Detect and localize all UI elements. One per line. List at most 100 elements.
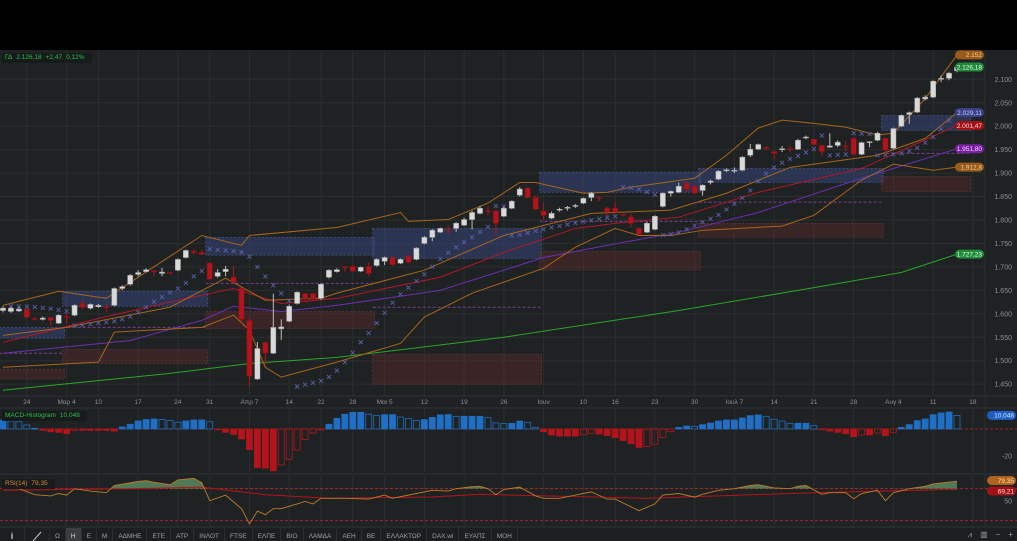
candle-body xyxy=(660,193,666,207)
symbol-button[interactable]: ΒΙΟ xyxy=(281,528,304,541)
zoom-in-icon[interactable]: + xyxy=(1008,530,1013,539)
candle-body xyxy=(731,170,738,172)
psar-point xyxy=(302,382,308,387)
psar-point xyxy=(24,304,30,309)
candle-body xyxy=(739,156,746,171)
macd-bar xyxy=(381,414,389,430)
macd-bar xyxy=(587,428,595,434)
period-button[interactable]: Μ xyxy=(97,528,114,541)
date-tick-label: Μαι 5 xyxy=(377,399,393,406)
candle-body xyxy=(795,140,801,150)
candle-body xyxy=(906,112,913,115)
macd-bar xyxy=(317,428,325,431)
psar-point xyxy=(628,185,634,191)
macd-bar xyxy=(301,428,309,441)
macd-bar xyxy=(723,419,730,430)
candle xyxy=(787,145,793,153)
psar-point xyxy=(787,156,793,162)
symbol-button[interactable]: ΜΟΗ xyxy=(492,528,518,541)
support-zone xyxy=(698,222,884,238)
price-badge-bg xyxy=(955,249,984,259)
psar-point xyxy=(596,216,602,222)
candle-body xyxy=(437,228,444,233)
symbol-button[interactable]: ΑΔΜΗΕ xyxy=(113,528,148,541)
symbol-button[interactable]: FTSE xyxy=(225,528,253,541)
macd-bar xyxy=(929,414,937,430)
psar-point xyxy=(604,215,610,220)
date-tick-label: 17 xyxy=(135,399,143,406)
macd-bar xyxy=(39,428,47,431)
psar-point xyxy=(509,233,515,238)
price-tick-label: 1.950 xyxy=(994,147,1012,154)
symbol-button[interactable]: ΙΝΛΟΤ xyxy=(194,528,226,541)
psar-point xyxy=(708,216,713,222)
candle xyxy=(493,209,499,236)
candle xyxy=(63,312,70,324)
candle-body xyxy=(71,305,78,316)
psar-point xyxy=(461,239,467,245)
chart-style-icon[interactable]: ⩘ xyxy=(967,530,973,539)
candle-body xyxy=(628,216,634,224)
psar-point xyxy=(859,131,864,136)
macd-bar xyxy=(15,421,23,430)
candle-body xyxy=(493,210,499,224)
price-tick-label: 2.000 xyxy=(994,124,1012,131)
symbol-button[interactable]: ΑΕΗ xyxy=(337,528,362,541)
macd-bar xyxy=(174,421,182,430)
candle xyxy=(135,270,142,277)
date-tick-label: 24 xyxy=(23,399,31,406)
psar-point xyxy=(891,152,896,157)
candle-body xyxy=(667,191,674,194)
bollinger-middle-line xyxy=(2,112,958,336)
psar-point xyxy=(270,282,276,288)
psar-point xyxy=(263,274,268,279)
macd-bar xyxy=(47,428,55,433)
psar-point xyxy=(684,227,690,232)
symbol-button[interactable]: ΕΛΠΕ xyxy=(253,528,282,541)
candle xyxy=(946,71,952,81)
candle xyxy=(874,131,881,142)
psar-point xyxy=(501,204,507,209)
psar-point xyxy=(549,225,554,230)
candle xyxy=(540,202,547,220)
candle-body xyxy=(63,316,70,318)
psar-point xyxy=(286,298,292,304)
price-tick-label: 1.750 xyxy=(994,241,1012,248)
symbol-button[interactable]: ΕΤΕ xyxy=(147,528,172,541)
macd-value-badge-text: 10,048 xyxy=(994,413,1014,420)
symbol-button[interactable]: ΒΕ xyxy=(362,528,382,541)
draw-line-button[interactable] xyxy=(25,528,50,541)
candle xyxy=(524,187,531,199)
macd-bar xyxy=(444,414,452,430)
psar-point xyxy=(159,294,165,300)
macd-bar xyxy=(158,419,166,430)
symbol-button[interactable]: DAX.wi xyxy=(427,528,460,541)
psar-point xyxy=(437,256,443,262)
period-button[interactable]: Ω xyxy=(50,528,66,541)
macd-bar xyxy=(905,424,913,430)
rsi-value-badge-bg xyxy=(987,476,1016,485)
info-button[interactable]: i xyxy=(0,528,25,541)
date-tick-label: Μαρ 4 xyxy=(57,399,76,406)
zoom-out-icon[interactable]: − xyxy=(995,530,1001,539)
candle-body xyxy=(516,188,523,196)
symbol-button[interactable]: ΕΥΑΠΣ xyxy=(459,528,492,541)
price-badge-bg xyxy=(955,162,984,172)
rsi-ma-line xyxy=(2,486,958,499)
price-tick-label: 1.550 xyxy=(994,335,1012,342)
psar-point xyxy=(56,307,61,313)
macd-bar xyxy=(102,428,110,431)
price-change: +2,47 xyxy=(45,54,63,61)
symbol-button[interactable]: ΛΑΜΔΑ xyxy=(304,528,338,541)
price-tick-label: 1.800 xyxy=(994,218,1012,225)
symbol-button[interactable]: ΑΤΡ xyxy=(171,528,195,541)
candle-body xyxy=(763,147,770,149)
macd-bar xyxy=(87,428,94,431)
rsi-ma-badge-text: 69,21 xyxy=(998,488,1015,495)
indicators-icon[interactable]: ▥ xyxy=(980,530,988,539)
period-button[interactable]: Ε xyxy=(82,528,97,541)
period-button[interactable]: Η xyxy=(65,528,82,541)
symbol-button[interactable]: ΕΛΛΑΚΤΩΡ xyxy=(381,528,428,541)
date-tick-label: 18 xyxy=(969,399,977,406)
